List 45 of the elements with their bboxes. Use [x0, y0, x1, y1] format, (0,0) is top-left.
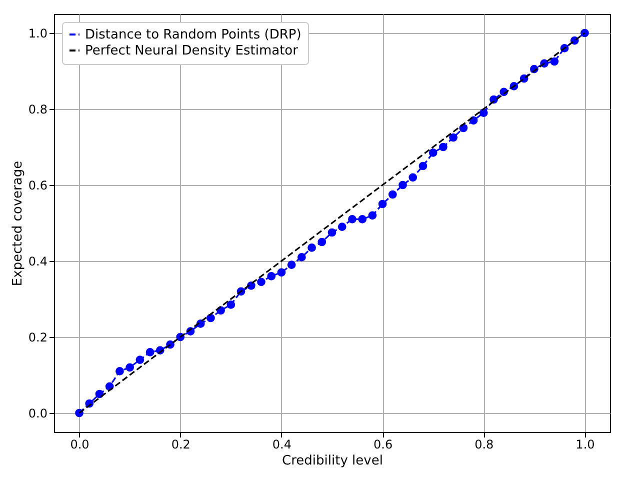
point [328, 228, 336, 237]
x-tick-label: 0.6 [374, 438, 393, 452]
point [287, 260, 296, 269]
point [146, 348, 154, 356]
legend-label: Distance to Random Points (DRP) [85, 28, 302, 42]
point [277, 268, 286, 277]
point [308, 244, 316, 252]
x-tick-label: 0.4 [272, 438, 292, 452]
y-tick-label: 0.8 [28, 102, 48, 116]
point [479, 108, 488, 117]
point [580, 28, 589, 38]
x-tick-label: 0.8 [474, 438, 494, 452]
point [257, 278, 266, 286]
point [439, 142, 448, 152]
point [267, 272, 276, 280]
point [398, 180, 407, 190]
point [116, 367, 124, 376]
point [550, 57, 559, 66]
y-tick-label: 1.0 [28, 26, 48, 40]
x-tick-label: 0.2 [171, 438, 190, 452]
x-tick-label: 0.0 [70, 438, 90, 452]
point [428, 148, 438, 157]
point [408, 173, 418, 182]
point [318, 238, 326, 246]
point [136, 356, 144, 364]
point [368, 211, 377, 220]
point [418, 162, 428, 170]
y-tick-label: 0.6 [28, 178, 48, 192]
y-axis-title: Expected coverage [10, 160, 26, 286]
y-tick-label: 0.0 [28, 406, 48, 420]
point [338, 222, 346, 231]
point [348, 215, 356, 224]
point [378, 200, 387, 208]
point [358, 215, 367, 224]
point [297, 253, 306, 262]
point [126, 363, 134, 372]
point [449, 133, 458, 142]
legend-label: Perfect Neural Density Estimator [85, 44, 299, 58]
point [226, 300, 236, 309]
point [206, 314, 215, 322]
point [388, 190, 397, 199]
y-tick-label: 0.4 [28, 254, 48, 268]
y-tick-label: 0.2 [28, 330, 48, 344]
x-axis-title: Credibility level [282, 454, 383, 468]
x-tick-label: 1.0 [576, 438, 595, 452]
